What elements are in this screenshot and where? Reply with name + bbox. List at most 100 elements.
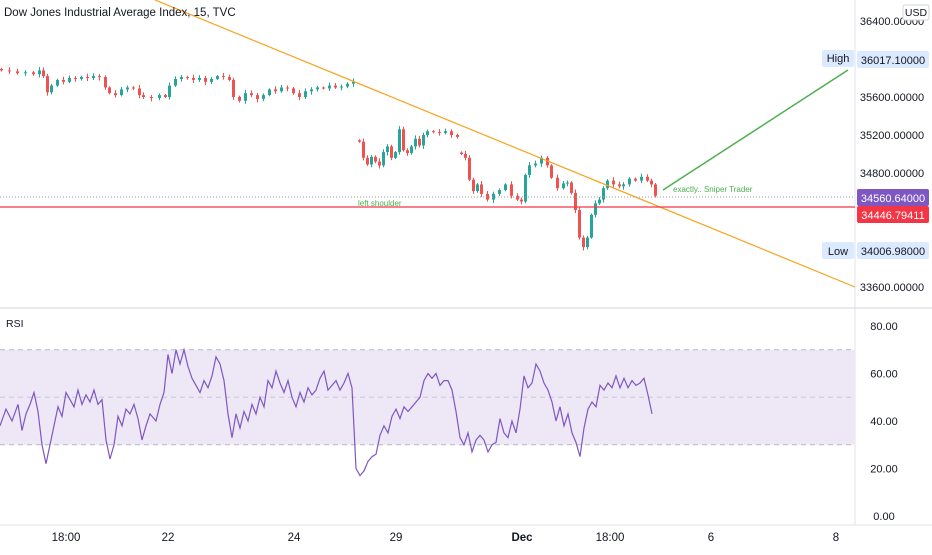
candle-body bbox=[304, 91, 307, 97]
rsi-line bbox=[0, 347, 653, 477]
time-axis[interactable]: 18:00 22 24 29 Dec 18:00 6 8 bbox=[52, 532, 840, 544]
current-price-value: 34560.64000 bbox=[861, 193, 925, 205]
candle-body bbox=[8, 70, 11, 72]
candle-body bbox=[132, 87, 135, 89]
candle-body bbox=[114, 93, 117, 96]
candle-body bbox=[328, 85, 331, 89]
current-price-tag: 34560.64000 bbox=[857, 189, 929, 206]
low-label: Low bbox=[828, 246, 848, 258]
left-shoulder-annotation[interactable]: left shoulder bbox=[358, 199, 402, 208]
candle-body bbox=[520, 199, 523, 202]
candle-body bbox=[86, 77, 89, 79]
high-value: 36017.10000 bbox=[861, 55, 925, 67]
candle-body bbox=[32, 72, 35, 75]
candle-body bbox=[298, 93, 301, 97]
candle-body bbox=[586, 237, 589, 248]
candle-body bbox=[556, 177, 559, 189]
candle-body bbox=[472, 179, 475, 192]
candle-body bbox=[422, 135, 425, 146]
candle-body bbox=[108, 87, 111, 94]
candle-body bbox=[476, 184, 479, 192]
time-tick-label: 24 bbox=[288, 532, 301, 544]
candle-body bbox=[578, 210, 581, 238]
candle-body bbox=[280, 87, 283, 92]
rsi-label: RSI bbox=[6, 318, 24, 330]
candle-body bbox=[362, 141, 365, 158]
candle-body bbox=[410, 146, 413, 154]
candle-body bbox=[562, 183, 565, 189]
candle-body bbox=[68, 78, 71, 82]
candle-body bbox=[126, 87, 129, 90]
candle-body bbox=[322, 87, 325, 89]
candle-body bbox=[516, 195, 519, 200]
candle-body bbox=[546, 157, 549, 166]
currency-badge[interactable]: USD bbox=[902, 4, 930, 21]
candle-body bbox=[598, 199, 601, 204]
candlestick-series bbox=[0, 66, 657, 251]
candle-body bbox=[250, 93, 253, 96]
time-tick-label: Dec bbox=[511, 532, 533, 544]
candle-body bbox=[352, 81, 355, 84]
candle-body bbox=[432, 131, 435, 133]
candle-body bbox=[228, 77, 231, 80]
candle-body bbox=[204, 78, 207, 82]
candle-body bbox=[232, 79, 235, 97]
candle-body bbox=[550, 165, 553, 178]
time-tick-label: 8 bbox=[833, 532, 839, 544]
candle-body bbox=[262, 95, 265, 99]
candle-body bbox=[286, 87, 289, 89]
candle-body bbox=[654, 184, 657, 196]
candle-body bbox=[62, 79, 65, 82]
candle-body bbox=[498, 190, 501, 194]
level-price-value: 34446.79411 bbox=[861, 210, 924, 222]
candle-body bbox=[216, 76, 219, 79]
candle-body bbox=[292, 88, 295, 94]
candle-body bbox=[504, 184, 507, 191]
candle-body bbox=[650, 180, 653, 185]
rsi-axis[interactable]: 80.00 60.00 40.00 20.00 0.00 bbox=[870, 321, 898, 523]
candle-body bbox=[180, 77, 183, 79]
candle-body bbox=[406, 150, 409, 154]
candle-body bbox=[450, 131, 453, 135]
candle-body bbox=[274, 89, 277, 92]
candle-body bbox=[374, 156, 377, 162]
candle-body bbox=[366, 157, 369, 165]
candle-body bbox=[192, 78, 195, 80]
candle-body bbox=[98, 76, 101, 78]
candle-body bbox=[492, 193, 495, 200]
time-tick-label: 22 bbox=[162, 532, 175, 544]
candle-body bbox=[612, 180, 615, 185]
sniper-trader-annotation[interactable]: exactly.. Sniper Trader bbox=[673, 185, 753, 194]
candle-body bbox=[198, 78, 201, 80]
candle-body bbox=[414, 138, 417, 147]
currency-label: USD bbox=[905, 7, 928, 19]
time-tick-label: 18:00 bbox=[52, 532, 81, 544]
candle-body bbox=[570, 182, 573, 193]
candle-body bbox=[594, 203, 597, 215]
rsi-series bbox=[0, 347, 653, 477]
target-projection-line[interactable] bbox=[662, 69, 849, 191]
candle-body bbox=[510, 184, 513, 196]
rsi-tick-label: 40.00 bbox=[870, 416, 898, 428]
candle-body bbox=[142, 95, 145, 97]
candle-body bbox=[256, 95, 259, 99]
time-tick-label: 18:00 bbox=[596, 532, 625, 544]
candle-body bbox=[464, 154, 467, 158]
price-tick-label: 33600.00000 bbox=[860, 282, 924, 294]
candle-body bbox=[590, 214, 593, 238]
candle-body bbox=[646, 176, 649, 181]
candle-body bbox=[56, 79, 59, 86]
candle-body bbox=[438, 132, 441, 134]
candle-body bbox=[238, 97, 241, 101]
candle-body bbox=[268, 89, 271, 96]
candle-body bbox=[50, 85, 53, 93]
candle-body bbox=[582, 237, 585, 248]
candle-body bbox=[0, 68, 3, 71]
rsi-tick-label: 20.00 bbox=[870, 464, 898, 476]
descending-trendline[interactable] bbox=[154, 0, 856, 288]
time-tick-label: 6 bbox=[708, 532, 714, 544]
candle-body bbox=[528, 165, 531, 175]
candle-body bbox=[444, 131, 447, 134]
